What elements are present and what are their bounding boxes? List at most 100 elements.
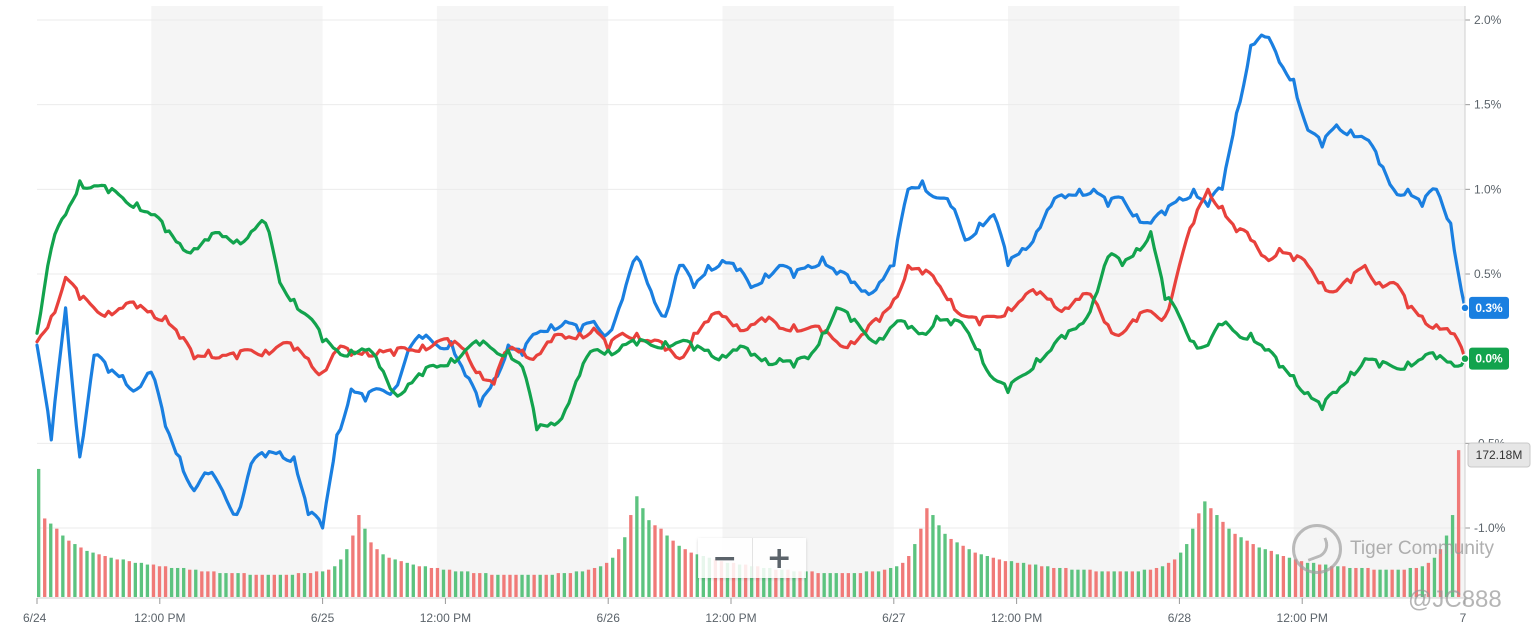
volume-bar [1390, 569, 1394, 597]
volume-bar [901, 562, 905, 597]
volume-bar [1088, 569, 1092, 597]
volume-bar [133, 562, 138, 597]
x-tick-label: 12:00 PM [1277, 611, 1328, 625]
series-blue-line[interactable] [35, 33, 1467, 530]
series-green-line[interactable] [35, 179, 1467, 432]
volume-bar [1420, 566, 1425, 597]
volume-bar [369, 542, 373, 597]
tiger-community-watermark: Tiger Community [1292, 524, 1494, 574]
volume-bar [888, 567, 893, 597]
volume-bar [1209, 508, 1213, 597]
series-end-dot [1460, 353, 1470, 364]
volume-bar [1408, 567, 1412, 597]
volume-bar [991, 557, 996, 597]
volume-bar [834, 573, 838, 597]
volume-bar [1040, 566, 1044, 597]
volume-bar [556, 573, 560, 597]
volume-bar [532, 574, 536, 597]
volume-bar [1052, 567, 1056, 597]
volume-bar [1348, 567, 1352, 597]
x-tick-label: 7 [1460, 611, 1467, 625]
volume-bar [55, 528, 59, 597]
volume-bar [43, 518, 47, 597]
volume-bar [617, 549, 621, 597]
volume-bar [151, 564, 156, 597]
volume-bar [804, 571, 808, 597]
volume-bar [1033, 564, 1038, 597]
series-red-line[interactable] [35, 187, 1467, 386]
volume-bar [1076, 569, 1080, 597]
volume-bar [665, 535, 669, 597]
x-tick-label: 6/27 [882, 611, 906, 625]
volume-bar [882, 569, 887, 597]
volume-bar [1021, 562, 1026, 597]
volume-bar [490, 574, 494, 597]
volume-bar [441, 569, 446, 597]
volume-bar [502, 574, 506, 597]
volume-bar [864, 571, 869, 597]
volume-bar [266, 574, 270, 597]
volume-bar [175, 567, 180, 597]
volume-bar [308, 573, 313, 597]
price-lines[interactable] [35, 33, 1467, 530]
volume-bar [1354, 567, 1358, 597]
last-value-label: 0.0% [1475, 352, 1503, 366]
volume-bar [91, 552, 95, 597]
volume-bar [719, 561, 724, 597]
volume-bar [1426, 562, 1431, 597]
volume-bar [472, 573, 476, 597]
volume-bar [846, 573, 851, 597]
volume-bar [1378, 569, 1382, 597]
volume-bar [1227, 528, 1231, 597]
volume-bar [1015, 562, 1020, 597]
y-tick-label: 1.0% [1474, 182, 1502, 196]
volume-bar [103, 556, 107, 597]
volume-bar [37, 468, 41, 597]
zoom-in-button[interactable]: + [751, 538, 807, 578]
volume-bar [725, 562, 730, 597]
watermark-handle: @JC888 [1408, 586, 1502, 613]
volume-bar [538, 574, 542, 597]
volume-bar [236, 573, 240, 597]
volume-bar [985, 556, 989, 597]
volume-bar [333, 566, 337, 597]
volume-bar [163, 566, 168, 597]
volume-bar [1287, 557, 1292, 597]
volume-bar [659, 528, 663, 597]
x-tick-label: 12:00 PM [991, 611, 1042, 625]
volume-bar [194, 569, 198, 597]
volume-bar [1172, 559, 1177, 597]
volume-bar [314, 571, 319, 597]
volume-bar [375, 549, 379, 597]
volume-bar [1185, 544, 1189, 597]
volume-bar [97, 554, 101, 597]
volume-bar [713, 559, 718, 597]
volume-bar [417, 566, 421, 597]
volume-bar [822, 573, 826, 597]
volume-bar [852, 573, 857, 597]
volume-bar [1311, 562, 1316, 597]
volume-bar [1233, 533, 1237, 597]
volume-bar [496, 574, 500, 597]
volume-bar [1112, 571, 1116, 597]
session-band [436, 6, 609, 598]
volume-bar [973, 552, 977, 597]
volume-bar [568, 573, 573, 597]
volume-bar [121, 559, 125, 597]
volume-bar [508, 574, 512, 597]
volume-bar [955, 542, 959, 597]
volume-bar [1118, 571, 1122, 597]
volume-bar [792, 571, 796, 597]
volume-bar [1094, 571, 1098, 597]
x-axis: 6/24 12:00 PM 6/25 12:00 PM 6/26 12:00 PM 6/27… [23, 597, 1467, 625]
volume-bar [895, 566, 899, 597]
session-band [151, 6, 323, 598]
volume-bar [1360, 567, 1364, 597]
volume-bar [592, 567, 597, 597]
volume-bar [1130, 571, 1134, 597]
volume-bar [1070, 569, 1074, 597]
volume-badge-label: 172.18M [1476, 448, 1523, 462]
volume-bar [230, 573, 234, 597]
zoom-out-button[interactable]: − [712, 540, 738, 576]
